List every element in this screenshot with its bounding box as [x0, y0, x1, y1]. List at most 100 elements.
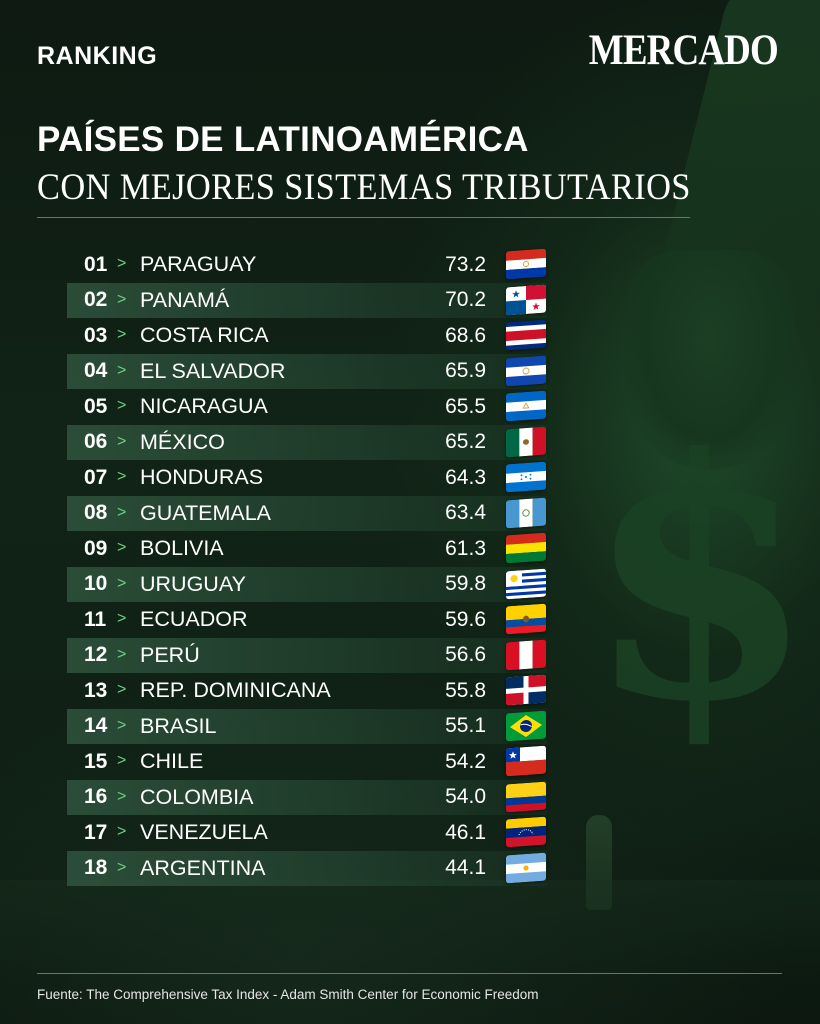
tax-index-score: 55.8 — [445, 678, 486, 702]
ranking-row: 06 > MÉXICO 65.2 — [67, 424, 547, 460]
dollar-sign-icon: $ — [585, 386, 815, 774]
rank-number: 04 — [84, 359, 108, 383]
country-name: COSTA RICA — [140, 323, 269, 348]
ranking-row: 02 > PANAMÁ 70.2 — [67, 282, 547, 318]
costa-rica-flag-icon — [506, 319, 546, 351]
country-name: ECUADOR — [140, 607, 248, 632]
chevron-right-icon: > — [117, 787, 127, 805]
ranking-row: 17 > VENEZUELA 46.1 — [67, 815, 547, 851]
page-subtitle: CON MEJORES SISTEMAS TRIBUTARIOS — [37, 167, 691, 208]
ranking-row: 01 > PARAGUAY 73.2 — [67, 247, 547, 283]
tax-index-score: 63.4 — [445, 501, 486, 525]
mexico-flag-icon — [506, 426, 546, 457]
tax-index-score: 73.2 — [445, 252, 486, 276]
background-ground — [0, 880, 820, 980]
tax-index-score: 59.8 — [445, 572, 486, 596]
chevron-right-icon: > — [117, 432, 127, 450]
ranking-row: 04 > EL SALVADOR 65.9 — [67, 353, 547, 389]
rank-number: 12 — [84, 643, 108, 667]
chevron-right-icon: > — [117, 681, 127, 698]
chevron-right-icon: > — [117, 645, 127, 663]
rank-number: 10 — [84, 572, 108, 596]
chevron-right-icon: > — [117, 468, 127, 485]
brand-logo: MERCADO — [588, 27, 779, 74]
chevron-right-icon: > — [117, 574, 127, 592]
ranking-row: 15 > CHILE 54.2 — [67, 744, 547, 780]
rank-number: 13 — [84, 678, 108, 702]
country-name: BRASIL — [140, 713, 217, 738]
el-salvador-flag-icon — [506, 355, 546, 386]
country-name: ARGENTINA — [140, 855, 266, 880]
person-silhouette-illustration — [586, 815, 612, 910]
country-name: EL SALVADOR — [140, 358, 286, 383]
chevron-right-icon: > — [117, 610, 127, 627]
brazil-flag-icon — [506, 710, 546, 741]
panama-flag-icon — [506, 284, 546, 315]
footer-divider — [37, 973, 782, 974]
rank-number: 08 — [84, 501, 108, 525]
country-name: HONDURAS — [140, 465, 264, 490]
nicaragua-flag-icon — [506, 390, 546, 422]
ranking-row: 08 > GUATEMALA 63.4 — [67, 495, 547, 531]
country-name: PERÚ — [140, 642, 200, 667]
ranking-row: 18 > ARGENTINA 44.1 — [67, 850, 547, 886]
country-name: GUATEMALA — [140, 500, 272, 525]
chevron-right-icon: > — [117, 716, 127, 734]
country-name: NICARAGUA — [140, 394, 268, 419]
dominican-republic-flag-icon — [506, 674, 546, 706]
tax-index-score: 56.6 — [445, 643, 486, 667]
country-name: REP. DOMINICANA — [140, 678, 331, 703]
chevron-right-icon: > — [117, 361, 127, 379]
chevron-right-icon: > — [117, 539, 127, 556]
rank-number: 14 — [84, 714, 108, 738]
ranking-row: 05 > NICARAGUA 65.5 — [67, 389, 547, 425]
rank-number: 07 — [84, 465, 108, 489]
page-title: PAÍSES DE LATINOAMÉRICA — [37, 120, 529, 159]
tax-index-score: 44.1 — [445, 856, 486, 880]
country-name: PARAGUAY — [140, 252, 257, 277]
ranking-row: 09 > BOLIVIA 61.3 — [67, 531, 547, 567]
tax-index-score: 64.3 — [445, 465, 486, 489]
chevron-right-icon: > — [117, 290, 127, 308]
ranking-list: 01 > PARAGUAY 73.2 02 > PANAMÁ 70.2 03 > COSTA RIC… — [67, 247, 547, 886]
tax-index-score: 70.2 — [445, 288, 486, 312]
tax-index-score: 54.2 — [445, 749, 486, 773]
chevron-right-icon: > — [117, 397, 127, 414]
rank-number: 15 — [84, 749, 108, 773]
rank-number: 17 — [84, 820, 108, 844]
rank-number: 18 — [84, 856, 108, 880]
colombia-flag-icon — [506, 781, 546, 812]
tax-index-score: 65.9 — [445, 359, 486, 383]
tax-index-score: 65.5 — [445, 394, 486, 418]
peru-flag-icon — [506, 639, 546, 670]
country-name: MÉXICO — [140, 429, 225, 454]
tax-index-score: 46.1 — [445, 820, 486, 844]
country-name: URUGUAY — [140, 571, 246, 596]
ranking-row: 11 > ECUADOR 59.6 — [67, 602, 547, 638]
tax-index-score: 68.6 — [445, 323, 486, 347]
country-name: CHILE — [140, 749, 204, 774]
chevron-right-icon: > — [117, 503, 127, 521]
venezuela-flag-icon — [506, 816, 546, 848]
paraguay-flag-icon — [506, 248, 546, 280]
background-hand-illustration — [625, 250, 795, 470]
ranking-row: 03 > COSTA RICA 68.6 — [67, 318, 547, 354]
title-divider — [37, 217, 690, 218]
rank-number: 05 — [84, 394, 108, 418]
uruguay-flag-icon — [506, 568, 546, 599]
chile-flag-icon — [506, 745, 546, 777]
tax-index-score: 55.1 — [445, 714, 486, 738]
rank-number: 02 — [84, 288, 108, 312]
source-note: Fuente: The Comprehensive Tax Index - Ad… — [37, 987, 539, 1002]
rank-number: 06 — [84, 430, 108, 454]
rank-number: 09 — [84, 536, 108, 560]
chevron-right-icon: > — [117, 752, 127, 769]
honduras-flag-icon — [506, 461, 546, 493]
ranking-row: 10 > URUGUAY 59.8 — [67, 566, 547, 602]
tax-index-score: 59.6 — [445, 607, 486, 631]
tax-index-score: 54.0 — [445, 785, 486, 809]
argentina-flag-icon — [506, 852, 546, 883]
section-label: RANKING — [37, 42, 158, 70]
ranking-row: 07 > HONDURAS 64.3 — [67, 460, 547, 496]
country-name: BOLIVIA — [140, 536, 224, 561]
